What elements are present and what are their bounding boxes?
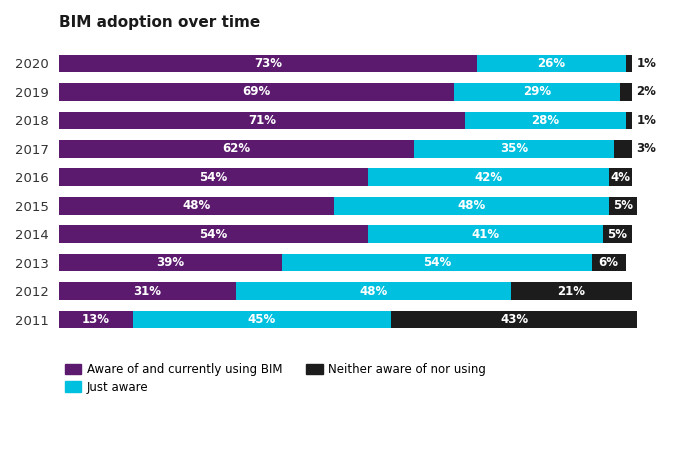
Text: 48%: 48% (457, 199, 486, 212)
Text: 2%: 2% (636, 85, 656, 98)
Text: 1%: 1% (636, 57, 656, 70)
Bar (465, 112, 626, 129)
Text: 48%: 48% (360, 285, 388, 298)
Bar (59, 311, 133, 329)
Bar (620, 83, 631, 101)
Text: 48%: 48% (182, 199, 210, 212)
Bar (59, 83, 454, 101)
Bar (391, 311, 637, 329)
Text: 54%: 54% (199, 171, 227, 184)
Text: 3%: 3% (636, 142, 656, 155)
Text: 73%: 73% (254, 57, 282, 70)
Text: 29%: 29% (523, 85, 551, 98)
Bar (59, 112, 465, 129)
Text: 41%: 41% (471, 228, 500, 241)
Text: BIM adoption over time: BIM adoption over time (59, 15, 260, 30)
Text: 31%: 31% (133, 285, 161, 298)
Text: 43%: 43% (500, 313, 528, 326)
Text: 62%: 62% (222, 142, 251, 155)
Text: 45%: 45% (248, 313, 276, 326)
Bar (414, 140, 614, 158)
Text: 13%: 13% (82, 313, 110, 326)
Bar (609, 169, 631, 186)
Text: 71%: 71% (248, 114, 276, 127)
Legend: Aware of and currently using BIM, Just aware, Neither aware of nor using: Aware of and currently using BIM, Just a… (65, 363, 486, 394)
Bar (454, 83, 620, 101)
Bar (59, 254, 282, 271)
Text: 54%: 54% (199, 228, 227, 241)
Bar (59, 282, 236, 300)
Bar (477, 54, 626, 72)
Text: 21%: 21% (558, 285, 586, 298)
Text: 39%: 39% (156, 256, 185, 269)
Bar (334, 197, 609, 214)
Text: 42%: 42% (474, 171, 503, 184)
Text: 69%: 69% (242, 85, 270, 98)
Bar (626, 54, 631, 72)
Bar (626, 112, 631, 129)
Bar (592, 254, 626, 271)
Text: 35%: 35% (500, 142, 528, 155)
Bar (368, 169, 609, 186)
Text: 5%: 5% (613, 199, 633, 212)
Text: 6%: 6% (599, 256, 619, 269)
Bar (282, 254, 592, 271)
Bar (59, 197, 334, 214)
Bar (614, 140, 631, 158)
Bar (133, 311, 391, 329)
Bar (59, 225, 368, 243)
Text: 28%: 28% (532, 114, 560, 127)
Text: 26%: 26% (537, 57, 565, 70)
Text: 54%: 54% (423, 256, 451, 269)
Bar (603, 225, 631, 243)
Bar (59, 169, 368, 186)
Bar (59, 140, 414, 158)
Bar (236, 282, 511, 300)
Text: 1%: 1% (636, 114, 656, 127)
Bar (59, 54, 477, 72)
Bar (368, 225, 603, 243)
Bar (609, 197, 637, 214)
Bar (511, 282, 631, 300)
Text: 4%: 4% (610, 171, 630, 184)
Text: 5%: 5% (607, 228, 627, 241)
